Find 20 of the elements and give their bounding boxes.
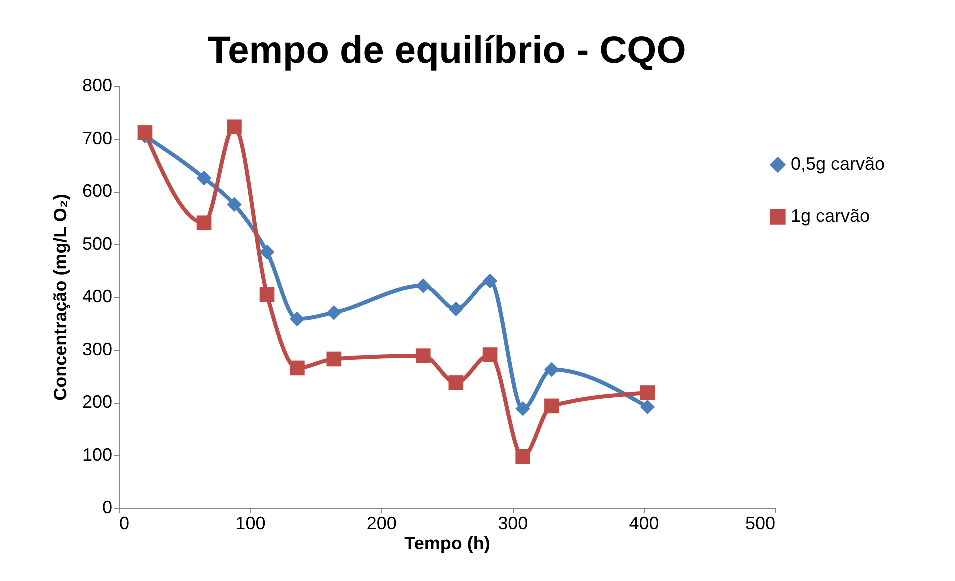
legend-label: 0,5g carvão [791,154,886,174]
y-tick-label: 100 [82,444,112,465]
y-tick-label: 700 [82,128,112,148]
y-tick-label: 400 [82,286,112,306]
y-tick-label: 800 [82,76,112,96]
y-tick-label: 0 [102,498,112,518]
x-tick-label: 500 [745,514,776,534]
legend-label: 1g carvão [791,206,870,226]
chart-title: Tempo de equilíbrio - CQO [208,30,686,72]
y-tick-label: 200 [82,392,112,412]
x-tick-label: 300 [498,514,528,534]
y-tick-label: 500 [82,234,112,254]
y-tick-label: 600 [82,181,112,201]
x-tick-label: 400 [629,514,660,534]
y-axis-title: Concentração (mg/L O₂) [50,194,70,401]
x-tick-label: 100 [236,514,266,534]
x-tick-label: 0 [120,514,130,534]
x-tick-label: 200 [366,514,397,534]
x-axis-title: Tempo (h) [404,534,490,554]
y-tick-label: 300 [82,339,112,360]
